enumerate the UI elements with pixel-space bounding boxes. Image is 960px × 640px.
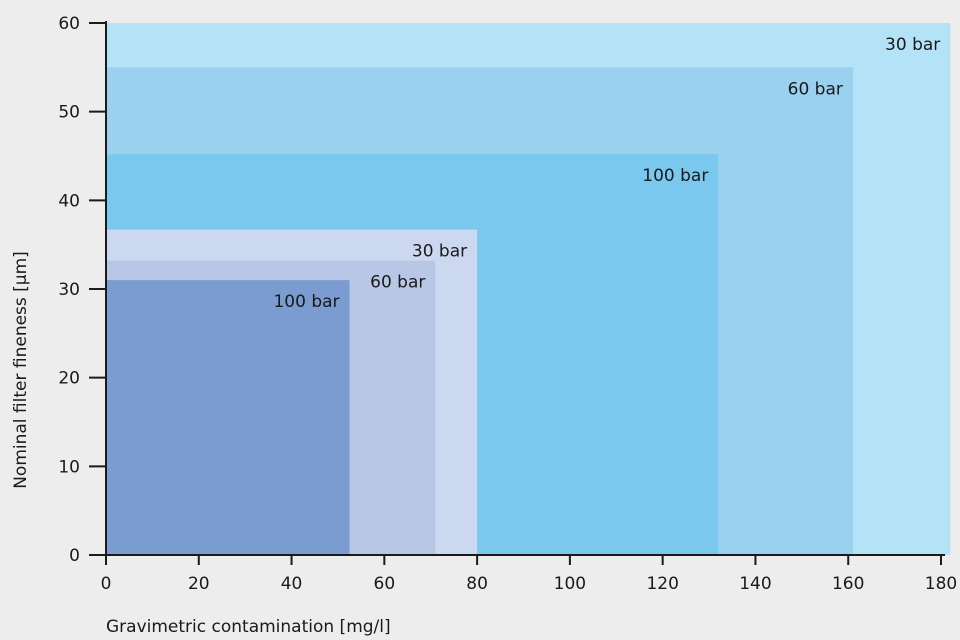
region-label: 30 bar [412, 242, 467, 262]
y-axis-title: Nominal filter fineness [µm] [11, 251, 31, 489]
x-tick-label: 20 [188, 574, 210, 594]
y-tick-label: 0 [69, 546, 80, 566]
region-label: 60 bar [788, 79, 843, 99]
x-tick-label: 160 [832, 574, 864, 594]
region-label: 60 bar [370, 273, 425, 293]
x-axis-title: Gravimetric contamination [mg/l] [106, 617, 391, 637]
labels-layer: 30 bar 60 bar 100 bar 30 bar 60 bar 100 bar [273, 35, 940, 312]
y-tick-label: 10 [58, 457, 80, 477]
x-tick-label: 0 [101, 574, 112, 594]
x-tick-label: 120 [646, 574, 678, 594]
y-tick-label: 20 [58, 369, 80, 389]
region-label: 100 bar [642, 166, 708, 186]
region-label: 100 bar [273, 292, 339, 312]
x-tick-label: 180 [925, 574, 957, 594]
x-tick-label: 100 [554, 574, 586, 594]
region-purple-100-bar [106, 280, 350, 555]
y-tick-label: 40 [58, 191, 80, 211]
x-tick-label: 80 [466, 574, 488, 594]
y-tick-label: 30 [58, 280, 80, 300]
region-label: 30 bar [885, 35, 940, 55]
y-tick-label: 50 [58, 103, 80, 123]
x-tick-label: 140 [739, 574, 771, 594]
x-tick-label: 60 [374, 574, 396, 594]
x-tick-label: 40 [281, 574, 303, 594]
regions-layer [106, 23, 951, 556]
axes-layer: 0 20 40 60 80 100 120 140 160 180 0 10 20 30 40 50 60 [58, 14, 957, 594]
y-tick-label: 60 [58, 14, 80, 34]
